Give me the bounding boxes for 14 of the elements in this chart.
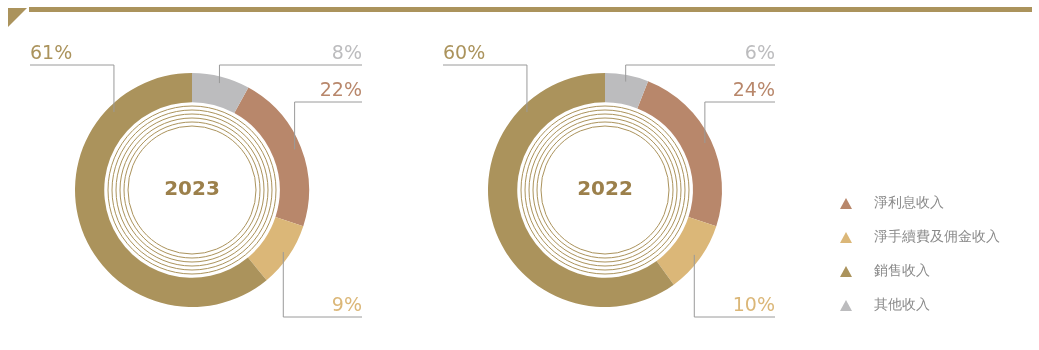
- text: 2023: [164, 176, 220, 201]
- legend-label: 淨利息收入: [874, 194, 944, 212]
- legend-label: 淨手續費及佣金收入: [874, 228, 1000, 246]
- data-label: 22%: [319, 78, 362, 101]
- text: 2022: [577, 176, 633, 201]
- data-label: 9%: [331, 293, 362, 316]
- data-label: 60%: [443, 41, 486, 64]
- legend-label: 銷售收入: [874, 262, 930, 280]
- data-label: 8%: [331, 41, 362, 64]
- data-label: 6%: [744, 41, 775, 64]
- data-label: 24%: [732, 78, 775, 101]
- data-label: 10%: [732, 293, 775, 316]
- legend-label: 其他收入: [874, 296, 930, 314]
- data-label: 61%: [30, 41, 73, 64]
